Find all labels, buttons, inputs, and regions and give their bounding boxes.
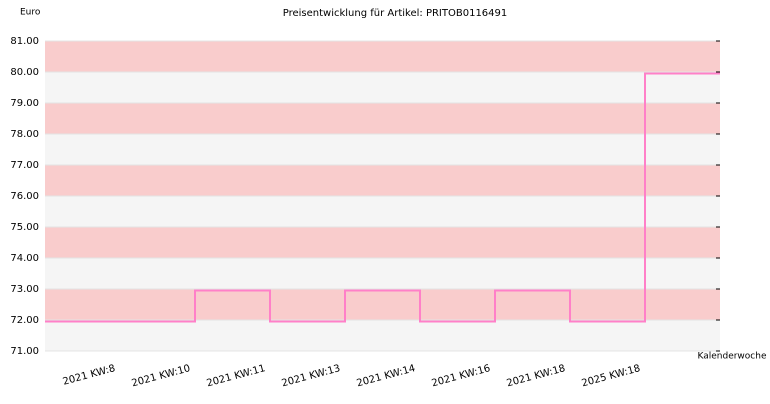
- background-band: [45, 196, 720, 227]
- y-tick-label: 74.00: [10, 253, 39, 264]
- background-band: [45, 41, 720, 72]
- x-axis-label: Kalenderwoche: [697, 352, 766, 362]
- x-tick-label: 2021 KW:14: [356, 363, 417, 389]
- x-tick-label: 2021 KW:18: [506, 363, 567, 389]
- y-tick-label: 71.00: [10, 346, 39, 357]
- x-tick-label: 2021 KW:13: [281, 363, 342, 389]
- background-band: [45, 320, 720, 351]
- x-tick-label: 2021 KW:11: [206, 363, 267, 389]
- x-tick-label: 2021 KW:16: [431, 363, 492, 389]
- background-band: [45, 134, 720, 165]
- y-tick-label: 79.00: [10, 98, 39, 109]
- y-tick-label: 81.00: [10, 36, 39, 47]
- background-band: [45, 72, 720, 103]
- background-band: [45, 258, 720, 289]
- y-tick-label: 72.00: [10, 315, 39, 326]
- y-tick-label: 78.00: [10, 129, 39, 140]
- x-tick-label: 2021 KW:10: [131, 363, 192, 389]
- y-tick-label: 75.00: [10, 222, 39, 233]
- background-band: [45, 103, 720, 134]
- y-tick-label: 76.00: [10, 191, 39, 202]
- x-tick-label: 2025 KW:18: [581, 363, 642, 389]
- background-band: [45, 289, 720, 320]
- price-line: [45, 72, 720, 323]
- background-band: [45, 165, 720, 196]
- y-tick-label: 73.00: [10, 284, 39, 295]
- x-tick-label: 2021 KW:8: [62, 363, 117, 388]
- y-tick-label: 77.00: [10, 160, 39, 171]
- y-axis-label: Euro: [20, 8, 41, 18]
- y-tick-label: 80.00: [10, 67, 39, 78]
- background-band: [45, 227, 720, 258]
- chart-title: Preisentwicklung für Artikel: PRITOB0116…: [283, 8, 508, 19]
